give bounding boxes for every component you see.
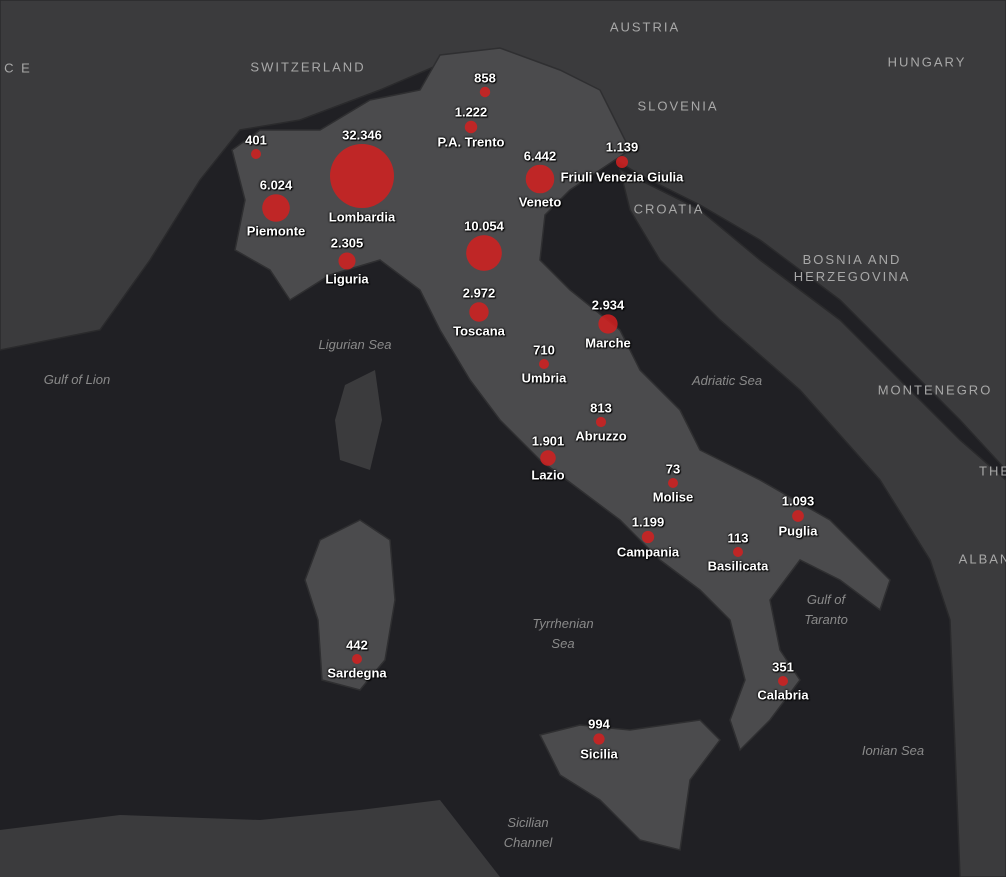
- region-bubble[interactable]: [251, 149, 261, 159]
- country-label: SLOVENIA: [637, 98, 719, 114]
- country-label: MONTENEGRO: [877, 382, 993, 398]
- region-name: Basilicata: [707, 558, 769, 574]
- country-label: CROATIA: [633, 201, 705, 217]
- region-name: Veneto: [518, 194, 562, 210]
- region-name: Molise: [652, 489, 694, 505]
- region-bubble[interactable]: [668, 478, 678, 488]
- region-value: 6.442: [523, 148, 557, 164]
- land-balkans: [618, 168, 1006, 877]
- region-name: Lazio: [531, 467, 565, 483]
- region-value: 401: [245, 132, 267, 148]
- region-value: 351: [772, 659, 794, 675]
- region-name: Umbria: [521, 370, 567, 386]
- region-value: 1.139: [605, 139, 639, 155]
- italy-mainland: [231, 47, 891, 752]
- region-name: Sardegna: [327, 665, 387, 681]
- region-value: 1.901: [531, 433, 565, 449]
- region-bubble[interactable]: [525, 164, 555, 194]
- region-name: Lombardia: [328, 209, 396, 225]
- country-label: SWITZERLAND: [250, 59, 366, 75]
- region-name: Abruzzo: [575, 428, 627, 444]
- region-value: 1.222: [454, 104, 488, 120]
- region-value: 6.024: [259, 177, 293, 193]
- region-value: 2.972: [462, 285, 496, 301]
- country-label: AUSTRIA: [609, 19, 681, 35]
- region-bubble[interactable]: [595, 416, 607, 428]
- region-value: 1.093: [781, 493, 815, 509]
- sea-label: Sicilian Channel: [503, 815, 553, 850]
- region-value: 442: [346, 637, 368, 653]
- region-name: Friuli Venezia Giulia: [560, 169, 684, 185]
- region-value: 10.054: [464, 218, 504, 234]
- region-value: 710: [533, 342, 555, 358]
- region-name: Puglia: [778, 523, 818, 539]
- sea-label: Adriatic Sea: [691, 373, 763, 388]
- island-sardegna: [304, 519, 396, 691]
- region-name: Piemonte: [246, 223, 306, 239]
- region-bubble[interactable]: [352, 654, 362, 664]
- island-corsica: [335, 370, 382, 470]
- region-bubble[interactable]: [539, 359, 549, 369]
- region-bubble[interactable]: [593, 733, 605, 745]
- sea-label: Gulf of Taranto: [804, 592, 848, 627]
- region-name: Liguria: [325, 271, 369, 287]
- country-label: ALBAN: [958, 551, 1006, 567]
- region-name: P.A. Trento: [437, 134, 505, 150]
- region-bubble[interactable]: [338, 252, 356, 270]
- region-value: 2.934: [591, 297, 625, 313]
- region-bubble[interactable]: [330, 144, 394, 208]
- region-value: 858: [474, 70, 496, 86]
- region-bubble[interactable]: [464, 120, 478, 134]
- country-label: HUNGARY: [887, 54, 967, 70]
- region-bubble[interactable]: [778, 676, 788, 686]
- sea-label: Ionian Sea: [861, 743, 925, 758]
- region-bubble[interactable]: [540, 450, 556, 466]
- region-name: Toscana: [453, 323, 505, 339]
- region-bubble[interactable]: [641, 530, 655, 544]
- region-value: 73: [665, 461, 681, 477]
- island-sicilia: [538, 719, 721, 851]
- region-value: 113: [727, 530, 749, 546]
- region-name: Sicilia: [580, 746, 618, 762]
- region-bubble[interactable]: [792, 510, 804, 522]
- country-label: THE: [979, 463, 1006, 479]
- region-name: Marche: [585, 335, 631, 351]
- sea-label: Tyrrhenian Sea: [532, 616, 594, 651]
- region-value: 813: [590, 400, 612, 416]
- region-value: 2.305: [330, 235, 364, 251]
- sea-label: Gulf of Lion: [43, 372, 111, 387]
- region-value: 994: [588, 716, 610, 732]
- land-africa: [0, 800, 500, 877]
- country-label: C E: [4, 60, 32, 76]
- region-value: 32.346: [342, 127, 382, 143]
- region-bubble[interactable]: [479, 86, 491, 98]
- region-bubble[interactable]: [615, 155, 629, 169]
- country-label: BOSNIA AND HERZEGOVINA: [793, 252, 911, 284]
- region-name: Calabria: [757, 687, 809, 703]
- region-bubble[interactable]: [466, 235, 502, 271]
- region-value: 1.199: [631, 514, 665, 530]
- region-name: Campania: [616, 544, 680, 560]
- region-bubble[interactable]: [733, 547, 743, 557]
- region-bubble[interactable]: [262, 194, 290, 222]
- sea-label: Ligurian Sea: [318, 337, 392, 352]
- region-bubble[interactable]: [469, 302, 489, 322]
- region-bubble[interactable]: [598, 314, 618, 334]
